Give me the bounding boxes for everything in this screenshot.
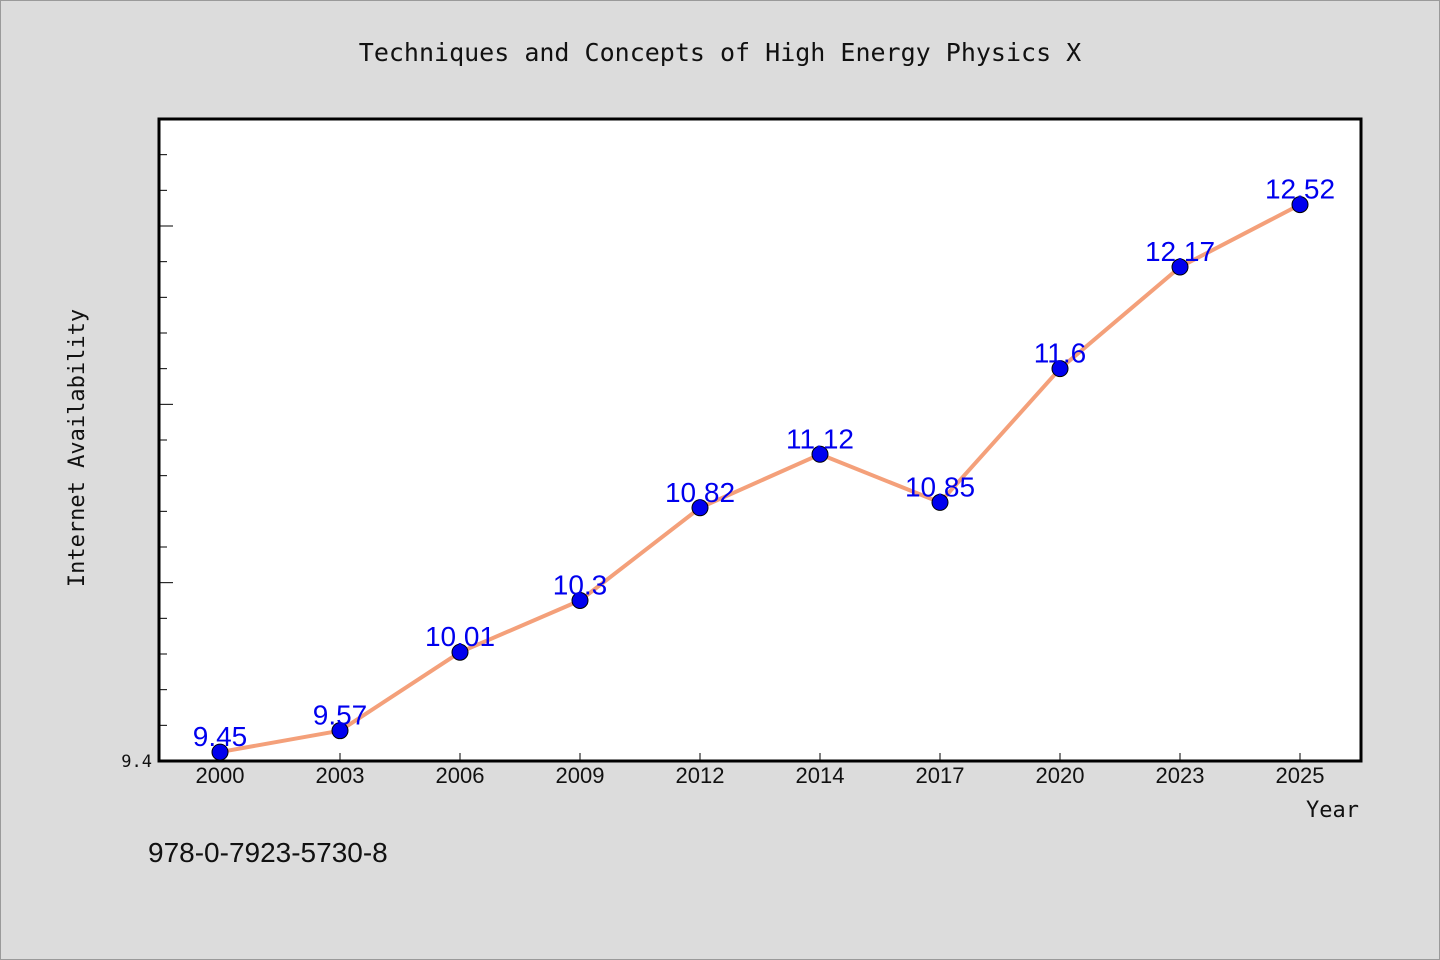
data-point bbox=[331, 722, 349, 740]
data-point bbox=[1291, 196, 1309, 214]
data-labels: 9.45 9.57 10.01 10.3 10.82 11.12 10.85 11.6 12.1… bbox=[193, 174, 1335, 752]
data-point bbox=[571, 592, 589, 609]
data-point bbox=[931, 493, 949, 511]
data-point bbox=[811, 445, 829, 463]
plot-area bbox=[157, 117, 1363, 763]
data-label: 10.85 bbox=[905, 471, 975, 502]
y-tick-label: 9.4 bbox=[121, 752, 152, 772]
data-label: 9.45 bbox=[193, 721, 248, 752]
y-axis-label: Internet Availability bbox=[65, 309, 90, 587]
x-tick-label: 2025 bbox=[1276, 763, 1325, 788]
x-tick-label: 2009 bbox=[556, 763, 605, 788]
x-tick-label: 2000 bbox=[196, 763, 245, 788]
x-axis-label: Year bbox=[1306, 798, 1359, 823]
x-tick-label: 2020 bbox=[1036, 763, 1085, 788]
x-tick-label: 2012 bbox=[676, 763, 725, 788]
series-line-group bbox=[218, 202, 1302, 755]
data-label: 9.57 bbox=[313, 700, 368, 731]
series-markers bbox=[211, 196, 1309, 761]
data-point bbox=[691, 499, 709, 517]
data-label: 10.82 bbox=[665, 477, 735, 508]
data-label: 11.12 bbox=[786, 423, 854, 454]
data-point bbox=[211, 743, 229, 761]
data-point bbox=[451, 643, 469, 661]
data-point bbox=[1171, 258, 1189, 276]
data-label: 10.01 bbox=[425, 621, 495, 652]
x-tick-label: 2003 bbox=[316, 763, 365, 788]
data-label: 11.6 bbox=[1034, 338, 1086, 369]
x-tick-label: 2006 bbox=[436, 763, 485, 788]
x-tick-label: 2023 bbox=[1156, 763, 1205, 788]
data-point bbox=[1051, 360, 1069, 378]
isbn-text: 978-0-7923-5730-8 bbox=[148, 837, 388, 868]
data-label: 12.52 bbox=[1265, 174, 1335, 205]
data-label: 10.3 bbox=[553, 570, 608, 601]
chart-title: Techniques and Concepts of High Energy P… bbox=[359, 38, 1081, 67]
x-tick-label: 2017 bbox=[916, 763, 965, 788]
x-tick-labels: 2000 2003 2006 2009 2012 2014 2017 2020 2023 2025 bbox=[196, 763, 1325, 788]
series-line bbox=[218, 202, 1302, 755]
y-axis-ticks bbox=[159, 154, 173, 726]
data-label: 12.17 bbox=[1145, 236, 1215, 267]
x-tick-label: 2014 bbox=[796, 763, 845, 788]
